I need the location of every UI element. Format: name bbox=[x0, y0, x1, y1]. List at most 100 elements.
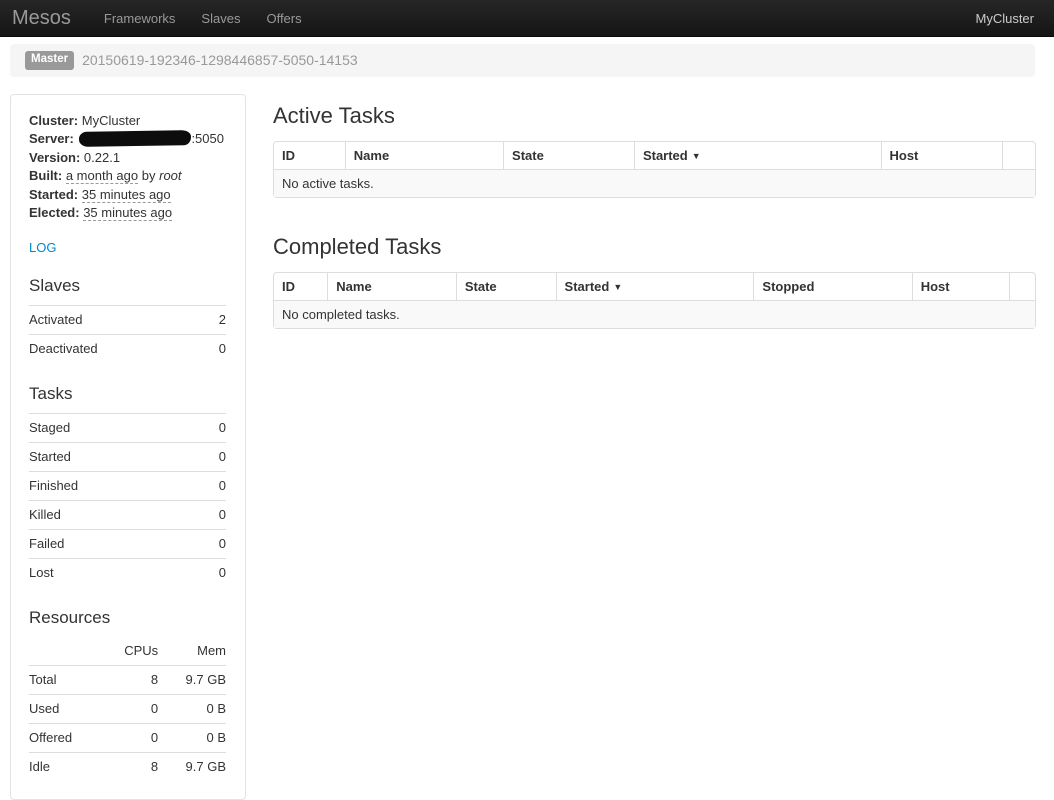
col-id[interactable]: ID bbox=[282, 147, 295, 163]
resource-cpus: 8 bbox=[101, 664, 159, 694]
table-row: Offered 0 0 B bbox=[29, 722, 226, 752]
resource-cpus: 0 bbox=[101, 693, 159, 723]
col-name[interactable]: Name bbox=[327, 273, 456, 301]
resources-col-blank bbox=[29, 637, 101, 666]
stat-label: Staged bbox=[29, 412, 201, 442]
cluster-label: Cluster: bbox=[29, 112, 79, 128]
built-info-line: Built: a month ago by root bbox=[29, 167, 226, 186]
table-row: Staged 0 bbox=[29, 412, 226, 442]
col-name[interactable]: Name bbox=[344, 141, 503, 169]
version-label: Version: bbox=[29, 149, 81, 165]
empty-active-tasks-message: No active tasks. bbox=[274, 168, 1035, 197]
table-header-row: ID Name State Started ▼ Stopped Host bbox=[274, 273, 1035, 301]
resource-mem: 0 B bbox=[158, 722, 226, 752]
breadcrumb: Master 20150619-192346-1298446857-5050-1… bbox=[10, 44, 1035, 77]
col-host[interactable]: Host bbox=[911, 273, 1009, 301]
resource-label: Offered bbox=[29, 722, 102, 752]
empty-completed-tasks-message: No completed tasks. bbox=[274, 300, 1035, 329]
master-id: 20150619-192346-1298446857-5050-14153 bbox=[82, 52, 358, 69]
sort-desc-icon: ▼ bbox=[691, 150, 701, 161]
nav-item-frameworks[interactable]: Frameworks bbox=[103, 10, 176, 26]
active-tasks-table: ID Name State Started ▼ Host No active ta… bbox=[273, 140, 1036, 198]
col-stopped[interactable]: Stopped bbox=[753, 273, 911, 301]
built-by: by bbox=[141, 168, 156, 183]
resources-table: CPUs Mem Total 8 9.7 GB Used 0 0 B Offer… bbox=[29, 637, 226, 781]
table-row: Activated 2 bbox=[29, 304, 226, 334]
stat-label: Killed bbox=[29, 499, 201, 529]
brand-mesos[interactable]: Mesos bbox=[12, 6, 71, 29]
server-port: :5050 bbox=[191, 131, 224, 146]
navbar-cluster-name: MyCluster bbox=[975, 10, 1034, 26]
navbar: Mesos Frameworks Slaves Offers MyCluster bbox=[0, 0, 1054, 37]
elected-time: 35 minutes ago bbox=[83, 205, 173, 221]
redacted-server-address bbox=[79, 130, 192, 147]
resources-col-cpus: CPUs bbox=[124, 642, 159, 658]
table-row: No active tasks. bbox=[274, 168, 1035, 197]
sort-desc-icon: ▼ bbox=[613, 282, 623, 293]
table-row: Idle 8 9.7 GB bbox=[29, 751, 226, 781]
table-row: Started 0 bbox=[29, 441, 226, 471]
nav-item-offers[interactable]: Offers bbox=[266, 10, 302, 26]
table-header-row: ID Name State Started ▼ Host bbox=[274, 141, 1035, 169]
version-info-line: Version: 0.22.1 bbox=[29, 149, 226, 168]
stat-label: Lost bbox=[29, 557, 201, 587]
resource-mem: 9.7 GB bbox=[158, 664, 226, 694]
elected-label: Elected: bbox=[29, 205, 80, 220]
resource-mem: 0 B bbox=[158, 693, 226, 723]
built-user: root bbox=[159, 168, 182, 183]
completed-tasks-title: Completed Tasks bbox=[273, 233, 442, 259]
stat-label: Started bbox=[29, 441, 201, 471]
stat-label: Finished bbox=[29, 470, 201, 500]
table-row: CPUs Mem bbox=[29, 637, 226, 666]
slaves-table: Activated 2 Deactivated 0 bbox=[29, 304, 226, 363]
resource-label: Idle bbox=[29, 751, 102, 781]
resource-cpus: 8 bbox=[101, 751, 159, 781]
col-state[interactable]: State bbox=[503, 141, 634, 169]
cluster-info-line: Cluster: MyCluster bbox=[29, 112, 226, 131]
resource-label: Used bbox=[29, 693, 102, 723]
stat-value: 0 bbox=[200, 412, 226, 442]
resource-mem: 9.7 GB bbox=[158, 751, 226, 781]
nav-item-slaves[interactable]: Slaves bbox=[201, 10, 241, 26]
started-info-line: Started: 35 minutes ago bbox=[29, 186, 226, 205]
stat-value: 0 bbox=[200, 557, 226, 587]
elected-info-line: Elected: 35 minutes ago bbox=[29, 204, 226, 223]
col-blank bbox=[1002, 141, 1035, 169]
resource-label: Total bbox=[29, 664, 102, 694]
tasks-table: Staged 0 Started 0 Finished 0 Killed 0 F… bbox=[29, 412, 226, 587]
col-started[interactable]: Started ▼ bbox=[633, 141, 881, 169]
master-badge: Master bbox=[25, 51, 75, 70]
slaves-heading: Slaves bbox=[29, 275, 81, 295]
table-row: Used 0 0 B bbox=[29, 693, 226, 723]
table-row: No completed tasks. bbox=[274, 300, 1035, 329]
started-time: 35 minutes ago bbox=[81, 186, 171, 203]
stat-label: Failed bbox=[29, 528, 201, 558]
completed-tasks-table: ID Name State Started ▼ Stopped Host No c… bbox=[273, 272, 1036, 330]
table-row: Deactivated 0 bbox=[29, 333, 226, 363]
stat-value: 0 bbox=[207, 333, 226, 363]
table-row: Finished 0 bbox=[29, 470, 226, 500]
stat-value: 0 bbox=[200, 441, 226, 471]
stat-value: 2 bbox=[207, 304, 226, 334]
nav-links: Frameworks Slaves Offers bbox=[91, 0, 315, 37]
tasks-heading: Tasks bbox=[29, 383, 73, 403]
active-tasks-title: Active Tasks bbox=[273, 102, 395, 128]
resources-col-mem: Mem bbox=[197, 642, 226, 658]
col-host[interactable]: Host bbox=[880, 141, 1003, 169]
stat-label: Deactivated bbox=[29, 333, 208, 363]
col-started[interactable]: Started ▼ bbox=[555, 273, 754, 301]
main-content: Active Tasks ID Name State Started ▼ Host… bbox=[273, 94, 1036, 330]
started-label: Started: bbox=[29, 186, 79, 202]
built-label: Built: bbox=[29, 168, 63, 183]
server-label: Server: bbox=[29, 131, 74, 146]
resource-cpus: 0 bbox=[101, 722, 159, 752]
col-state[interactable]: State bbox=[455, 273, 556, 301]
stat-value: 0 bbox=[200, 470, 226, 500]
table-row: Total 8 9.7 GB bbox=[29, 664, 226, 694]
version-value: 0.22.1 bbox=[83, 149, 121, 165]
table-row: Failed 0 bbox=[29, 528, 226, 558]
col-id[interactable]: ID bbox=[282, 279, 295, 295]
table-row: Killed 0 bbox=[29, 499, 226, 529]
log-link[interactable]: LOG bbox=[29, 239, 57, 255]
cluster-value: MyCluster bbox=[81, 112, 141, 128]
